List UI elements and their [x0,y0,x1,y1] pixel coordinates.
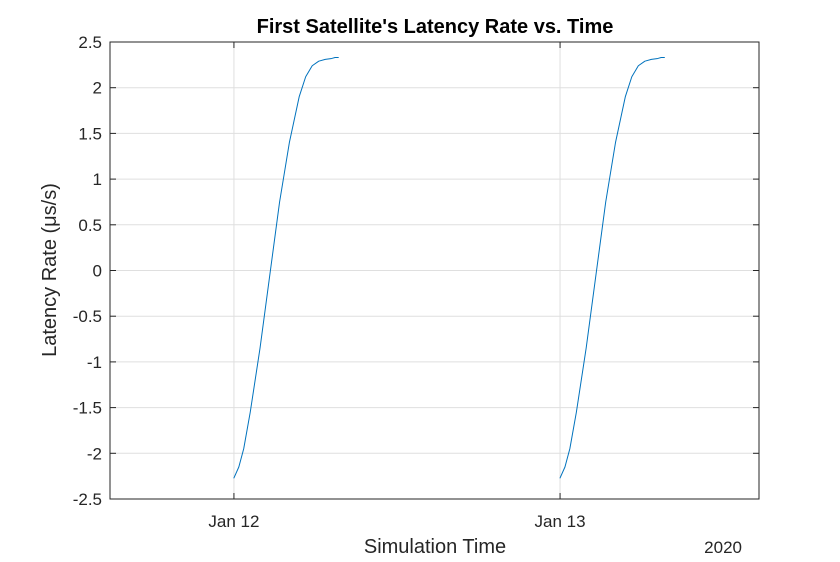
y-tick-label: 1 [93,170,102,189]
y-tick-label: -0.5 [73,307,102,326]
y-tick-label: 2.5 [78,33,102,52]
y-tick-label: 2 [93,79,102,98]
y-tick-label: -2.5 [73,490,102,509]
y-tick-label: 0 [93,262,102,281]
y-tick-label: -1.5 [73,399,102,418]
y-tick-label: -2 [87,444,102,463]
x-axis-year-label: 2020 [704,538,742,557]
x-axis-label: Simulation Time [364,536,506,558]
x-tick-label: Jan 13 [535,512,586,531]
series-line-segment [233,57,339,479]
tick-layer: 2.5 2 1.5 1 0.5 0 -0.5 -1 -1.5 -2 -2.5 Jan 12 Jan 13… [73,33,759,531]
y-tick-label: -1 [87,353,102,372]
x-tick-label: Jan 12 [208,512,259,531]
chart-title: First Satellite's Latency Rate vs. Time [257,16,614,38]
y-tick-label: 1.5 [78,124,102,143]
y-tick-label: 0.5 [78,216,102,235]
plot-area [233,57,665,479]
series-line-segment [559,57,665,479]
y-axis-label: Latency Rate (μs/s) [39,183,61,357]
